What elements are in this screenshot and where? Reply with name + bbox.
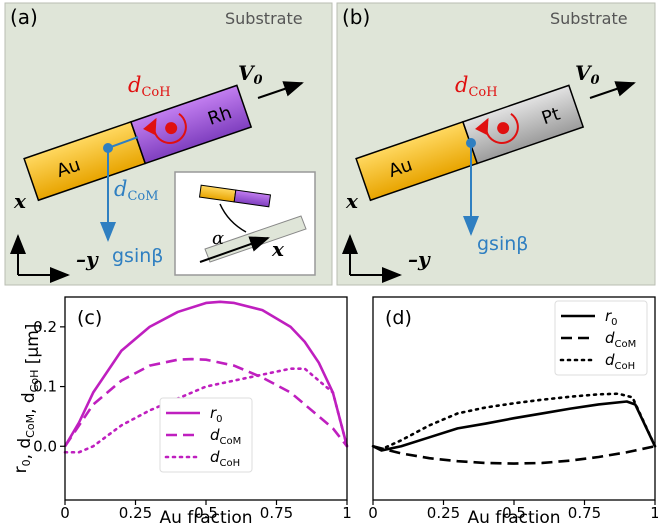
symbol: d [210, 448, 220, 466]
symbol: [μm] [23, 324, 43, 370]
x-axis-title: Au fraction [159, 508, 252, 527]
panel-a: (a) Substrate Au Rh V0 dCoH dCoM gsinβ x… [5, 3, 332, 285]
symbol: d [210, 426, 220, 444]
x-axis-label: x [345, 189, 359, 213]
subscript: 0 [20, 459, 33, 466]
y-tick-label: 0.0 [33, 437, 57, 455]
x-tick-label: 0 [368, 504, 378, 522]
x-tick-label: 0 [60, 504, 70, 522]
inset: α x [175, 172, 315, 275]
panel-label: (c) [77, 307, 102, 329]
subscript: CoM [615, 339, 637, 350]
subscript: 0 [611, 317, 617, 328]
x-axis-title: Au fraction [467, 508, 560, 527]
substrate-label: Substrate [550, 9, 628, 28]
subscript: CoH [220, 458, 241, 469]
subscript: CoH [141, 85, 170, 100]
series-line [373, 401, 655, 450]
panel-label: (d) [385, 307, 412, 329]
subscript: CoH [615, 361, 636, 372]
panel-b: (b) Substrate Au Pt V0 dCoH gsinβ x –y [337, 3, 655, 285]
x-tick-label: 0.25 [119, 504, 152, 522]
series-line [373, 446, 655, 463]
symbol: d [128, 73, 141, 97]
subscript: CoH [468, 85, 497, 100]
subscript: CoM [220, 436, 242, 447]
x-tick-label: 1 [650, 504, 658, 522]
x-axis-label: x [13, 189, 27, 213]
symbol: d [605, 351, 615, 369]
gravity-label: gsinβ [477, 233, 528, 255]
y-axis-label: –y [76, 247, 99, 271]
panel-label: (a) [10, 5, 38, 29]
x-tick-label: 0.25 [427, 504, 460, 522]
com-dot [466, 138, 476, 148]
panel-label: (b) [342, 5, 370, 29]
inset-x-label: x [271, 237, 285, 261]
x-tick-label: 0.75 [260, 504, 293, 522]
subscript: CoM [24, 414, 37, 438]
symbol: d [114, 177, 127, 201]
symbol: , d [15, 438, 35, 460]
x-tick-label: 0.75 [568, 504, 601, 522]
com-dot [103, 143, 113, 153]
angle-label: α [212, 228, 224, 249]
x-tick-label: 1 [342, 504, 352, 522]
symbol: d [605, 329, 615, 347]
subscript: CoH [28, 370, 41, 393]
subscript: 0 [591, 73, 600, 88]
symbol: r [11, 466, 31, 473]
symbol: , d [19, 392, 39, 414]
substrate-label: Substrate [225, 9, 303, 28]
gravity-label: gsinβ [112, 245, 163, 267]
subscript: 0 [254, 73, 263, 88]
symbol: d [455, 73, 468, 97]
y-axis-label: –y [408, 247, 431, 271]
page: (a) Substrate Au Rh V0 dCoH dCoM gsinβ x… [0, 0, 658, 527]
figure: (a) Substrate Au Rh V0 dCoH dCoM gsinβ x… [0, 0, 658, 527]
subscript: 0 [216, 414, 222, 425]
subscript: CoM [127, 189, 158, 204]
